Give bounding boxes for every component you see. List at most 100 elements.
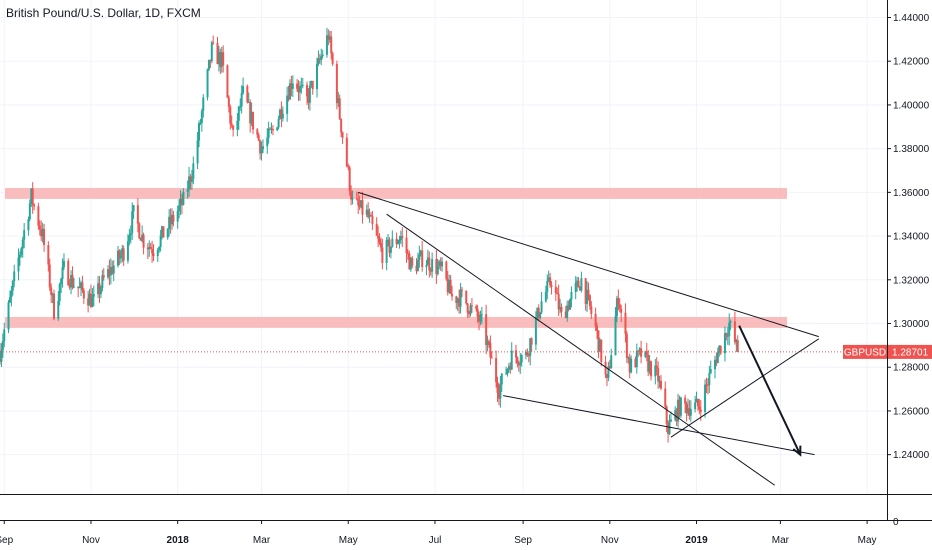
candle-body: [401, 235, 404, 238]
candlestick-series[interactable]: [0, 27, 739, 443]
candle-body: [355, 198, 358, 200]
candle-body: [709, 369, 712, 374]
candle-body: [33, 204, 36, 207]
candle-body: [431, 259, 434, 272]
candle-body: [180, 198, 183, 205]
candle-body: [657, 368, 660, 382]
candle-body: [696, 398, 699, 407]
candle-body: [628, 357, 631, 373]
x-tick-label: Mar: [772, 535, 790, 546]
candle-body: [377, 235, 380, 239]
candle-body: [118, 250, 121, 259]
candle-body: [0, 350, 3, 362]
candle-body: [604, 361, 607, 375]
candle-body: [728, 322, 731, 336]
candle-body: [7, 302, 10, 330]
candle-body: [252, 111, 255, 130]
candle-body: [126, 241, 129, 261]
candle-body: [192, 163, 195, 179]
candle-body: [429, 270, 432, 272]
candle-body: [509, 366, 512, 370]
candle-body: [207, 59, 210, 70]
candle-body: [537, 307, 540, 319]
candle-body: [347, 166, 350, 168]
trend-lines[interactable]: [358, 191, 820, 486]
candle-body: [620, 308, 623, 313]
candle-body: [242, 85, 245, 94]
candle-body: [121, 248, 124, 256]
resistance-zone: [5, 316, 787, 328]
candle-body: [226, 65, 229, 98]
candle-body: [327, 35, 330, 40]
candle-body: [62, 260, 65, 268]
candle-body: [695, 398, 698, 403]
candle-body: [455, 296, 458, 303]
chart-title: British Pound/U.S. Dollar, 1D, FXCM: [6, 6, 201, 20]
candle-body: [280, 109, 283, 119]
candle-body: [348, 167, 351, 192]
candle-body: [13, 271, 16, 281]
candle-body: [668, 421, 671, 434]
candle-body: [594, 313, 597, 327]
candle-body: [102, 275, 105, 278]
x-tick-label: Jul: [429, 535, 442, 546]
candle-body: [441, 261, 444, 267]
candle-body: [605, 374, 608, 378]
candle-body: [506, 368, 509, 374]
candle-body: [48, 264, 51, 288]
candle-body: [370, 215, 373, 217]
trend-line: [358, 191, 819, 338]
candle-body: [80, 282, 83, 287]
x-tick-label: Sep: [514, 535, 532, 546]
candle-body: [544, 291, 547, 302]
candle-body: [644, 351, 647, 357]
forecast-arrow: [738, 325, 802, 456]
candle-body: [200, 110, 203, 123]
candle-body: [149, 246, 152, 249]
candle-body: [112, 265, 115, 274]
candle-body: [610, 355, 613, 369]
candle-body: [107, 269, 110, 278]
candle-body: [560, 306, 563, 312]
candle-body: [198, 123, 201, 141]
candle-body: [129, 233, 132, 236]
candle-body: [381, 247, 384, 263]
candle-body: [276, 127, 279, 131]
candle-body: [158, 246, 161, 251]
candle-body: [151, 248, 154, 254]
candle-body: [267, 128, 270, 138]
candle-body: [466, 303, 469, 313]
candle-body: [142, 234, 145, 248]
candle-body: [487, 341, 490, 344]
candle-body: [239, 106, 242, 108]
trend-line: [503, 395, 815, 456]
candle-body: [421, 250, 424, 268]
candle-body: [132, 205, 135, 212]
candle-body: [82, 290, 85, 299]
candle-body: [53, 293, 56, 319]
candle-body: [409, 258, 412, 270]
candle-body: [122, 248, 125, 261]
candle-body: [260, 149, 263, 154]
candle-body: [580, 278, 583, 291]
candle-body: [98, 283, 101, 295]
candle-body: [468, 312, 471, 315]
candle-body: [659, 380, 662, 389]
candle-body: [27, 219, 30, 231]
candle-body: [446, 279, 449, 293]
candle-body: [624, 312, 627, 334]
candle-body: [617, 298, 620, 305]
candle-body: [391, 238, 394, 247]
candle-body: [321, 54, 324, 57]
candle-body: [726, 335, 729, 337]
candle-body: [439, 261, 442, 267]
candle-body: [640, 348, 643, 357]
candle-body: [476, 308, 479, 317]
candle-body: [388, 239, 391, 253]
candle-body: [546, 280, 549, 292]
candle-body: [340, 118, 343, 133]
candle-body: [216, 43, 219, 65]
candle-body: [378, 238, 381, 243]
